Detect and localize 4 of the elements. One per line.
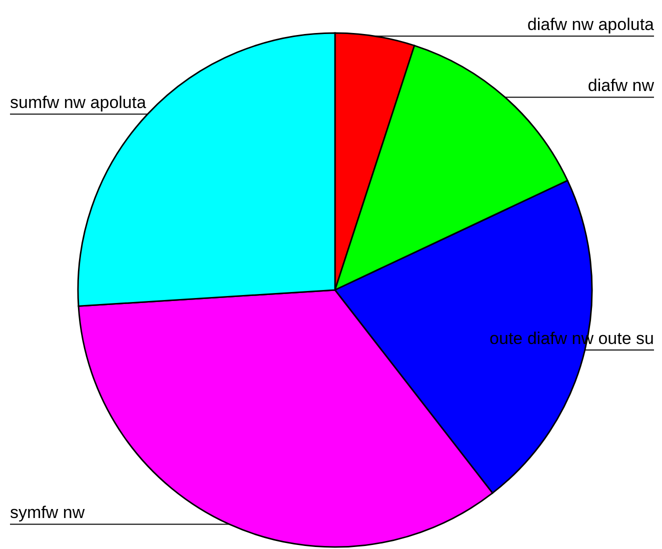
slice-label: symfw nw xyxy=(10,503,86,522)
slice-label: diafw nw xyxy=(588,76,655,96)
slice-label: sumfw nw apoluta xyxy=(10,93,147,112)
slice-label: diafw nw apoluta xyxy=(527,15,655,34)
